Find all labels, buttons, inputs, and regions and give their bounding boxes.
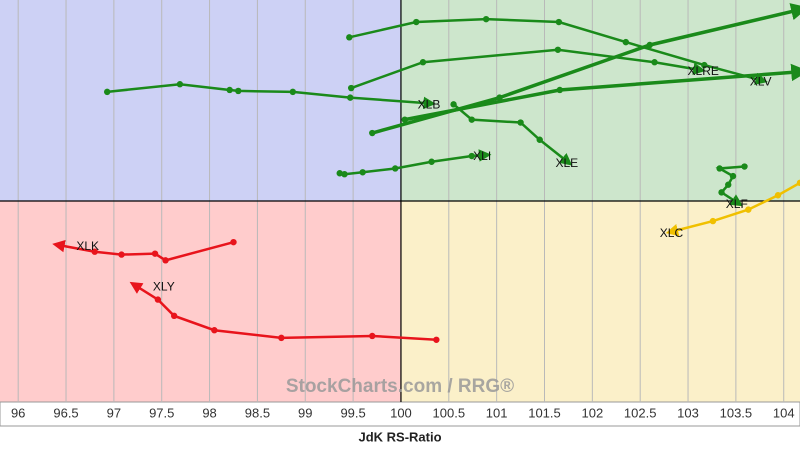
tail-point (468, 152, 475, 160)
tail-point (401, 116, 408, 123)
tail-point (741, 163, 748, 170)
tail-point (555, 18, 563, 26)
tail-point (278, 334, 285, 342)
legend-label: XLF (726, 197, 748, 211)
tail-point (162, 257, 169, 264)
x-tick-label: 97 (107, 405, 121, 420)
tail-point (646, 41, 653, 49)
tail-point (336, 170, 343, 177)
legend-label: XLY (153, 279, 175, 293)
quadrant (400, 201, 800, 402)
tail-line (52, 240, 234, 262)
tail-point (450, 101, 457, 108)
tail-point (419, 59, 427, 66)
x-tick-label: 99.5 (340, 405, 365, 420)
x-tick-label: 101 (486, 405, 508, 420)
tail-point (496, 94, 503, 101)
tail-point (91, 248, 98, 255)
tail-point (341, 171, 348, 178)
tail-point (716, 165, 723, 172)
tail-point (369, 332, 376, 340)
quadrant (0, 0, 401, 201)
tail-point (482, 15, 490, 23)
legend-label: XLV (750, 75, 772, 89)
x-tick-label: 99 (298, 405, 312, 420)
tail-point (289, 88, 297, 96)
tail-point (428, 158, 435, 165)
x-tick-label: 103.5 (720, 405, 753, 420)
tail-point (725, 181, 732, 188)
tail-point (433, 336, 440, 343)
tail-point (230, 238, 237, 246)
tail-point (346, 34, 353, 41)
tail-point (235, 87, 242, 95)
tail-point (103, 88, 111, 96)
watermark: StockCharts.com / RRG® (286, 376, 514, 397)
tail-point (718, 189, 725, 196)
x-tick-label: 96.5 (53, 405, 78, 420)
tail-point (774, 192, 782, 199)
x-tick-label: 100.5 (433, 405, 466, 420)
quadrant (0, 201, 401, 402)
quadrant (400, 0, 800, 201)
legend-label: XLK (76, 239, 99, 253)
tail-point (359, 169, 366, 176)
legend-label: XLB (418, 98, 441, 112)
tail-point (622, 38, 630, 46)
tail-point (347, 84, 355, 92)
x-tick-label: 102.5 (624, 405, 657, 420)
legend-label: XLI (473, 149, 491, 163)
x-tick-label: 98 (202, 405, 216, 420)
x-tick-label: 98.5 (245, 405, 270, 420)
legend-label: XLRE (688, 64, 719, 78)
tail-point (226, 86, 233, 94)
legend-label: XLC (660, 226, 684, 240)
x-tick-label: 100 (390, 405, 412, 420)
tail-point (651, 59, 658, 66)
tail-point (154, 296, 162, 303)
tail-point (118, 251, 125, 258)
x-tick-label: 101.5 (528, 405, 561, 420)
tail-point (176, 81, 184, 88)
tail-point (369, 129, 376, 137)
tail-point (745, 206, 752, 213)
x-axis-label: JdK RS-Ratio (358, 429, 441, 444)
tail-point (536, 136, 543, 143)
tail-point (468, 116, 475, 123)
x-axis-strip (0, 401, 800, 427)
tail-point (392, 165, 399, 172)
tail-point (413, 18, 420, 26)
tail-line (715, 165, 745, 207)
tail-point (170, 312, 178, 320)
tail-point (556, 86, 564, 94)
tail-point (796, 179, 800, 187)
x-tick-label: 103 (677, 405, 699, 420)
tail-point (729, 172, 737, 180)
x-tick-label: 97.5 (149, 405, 174, 420)
tail-point (211, 327, 218, 334)
x-tick-label: 104 (773, 405, 795, 420)
legend-label: XLE (555, 156, 578, 170)
tail-point (709, 217, 717, 225)
tail-point (151, 250, 159, 257)
x-tick-label: 96 (11, 405, 25, 420)
tail-point (517, 119, 524, 126)
tail-point (554, 46, 562, 53)
tail-point (347, 94, 354, 101)
x-tick-label: 102 (581, 405, 603, 420)
